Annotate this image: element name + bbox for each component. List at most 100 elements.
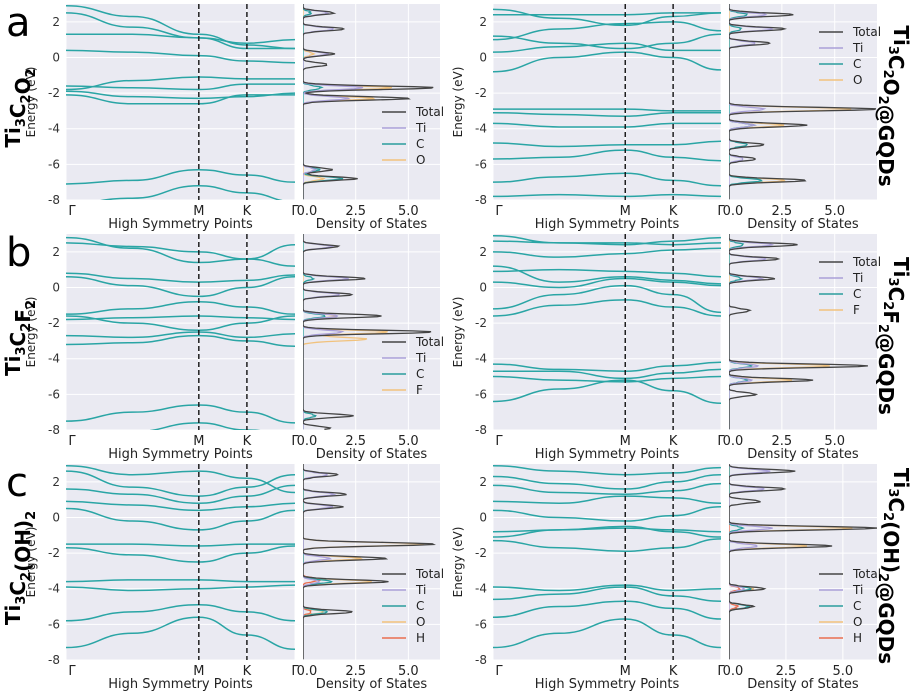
y-tick-label: 2 bbox=[52, 475, 60, 489]
band-x-axis-label: High Symmetry Points bbox=[535, 447, 680, 462]
y-axis-label: Energy (eV) bbox=[24, 297, 38, 368]
legend: Total Ti COH bbox=[819, 567, 881, 645]
legend-label: O bbox=[853, 73, 862, 87]
y-tick-label: -2 bbox=[48, 316, 60, 330]
legend-label: F bbox=[416, 383, 423, 397]
dos-tick-label: 5.0 bbox=[398, 204, 419, 219]
y-tick-label: -8 bbox=[475, 193, 487, 207]
dos-plot-area bbox=[303, 234, 440, 430]
legend-label: F bbox=[853, 303, 860, 317]
dos-tick-label: 0.0 bbox=[723, 434, 744, 449]
k-point-label: M bbox=[620, 434, 631, 449]
y-tick-label: 2 bbox=[479, 245, 487, 259]
legend-label: C bbox=[853, 287, 861, 301]
legend-label: C bbox=[416, 137, 424, 151]
y-tick-label: -8 bbox=[48, 193, 60, 207]
chart-c-right: 2 0 -2 -4 -6 -8 Γ M K Γ High Symmetry Points Energy… bbox=[451, 464, 881, 692]
dos-x-axis-label: Density of States bbox=[316, 447, 428, 462]
band-line bbox=[66, 5, 295, 50]
band-line bbox=[66, 484, 295, 504]
y-tick-label: -6 bbox=[475, 157, 487, 171]
y-tick-label: -2 bbox=[475, 316, 487, 330]
panel-letter-a: a bbox=[6, 0, 31, 46]
dos-curve-ti bbox=[303, 4, 364, 200]
dos-tick-label: 5.0 bbox=[398, 664, 419, 679]
chart-c-left: 2 0 -2 -4 -6 -8 Γ M K Γ High Symmetry Points Energy… bbox=[24, 464, 444, 692]
material-label-left: Ti3C2O2 bbox=[1, 68, 39, 147]
chart-a-left: 2 0 -2 -4 -6 -8 Γ M K Γ High Symmetry Points Energy… bbox=[24, 4, 444, 232]
y-tick-label: -8 bbox=[475, 653, 487, 667]
legend-label: Ti bbox=[852, 41, 863, 55]
k-point-label: K bbox=[669, 664, 678, 679]
y-tick-label: -6 bbox=[48, 617, 60, 631]
k-point-label: Γ bbox=[68, 664, 76, 679]
k-point-label: M bbox=[620, 664, 631, 679]
dos-tick-label: 2.5 bbox=[772, 434, 793, 449]
dos-curve-total bbox=[303, 464, 437, 660]
y-tick-label: -6 bbox=[475, 387, 487, 401]
band-x-axis-label: High Symmetry Points bbox=[108, 217, 253, 232]
panel-letter-b: b bbox=[6, 230, 31, 276]
band-plot-area bbox=[493, 4, 721, 200]
k-point-label: K bbox=[669, 204, 678, 219]
k-point-label: Γ bbox=[291, 434, 299, 449]
band-plot-area bbox=[66, 464, 295, 660]
legend-label: H bbox=[416, 631, 425, 645]
legend-label: Total bbox=[852, 25, 881, 39]
band-line bbox=[66, 470, 295, 497]
y-tick-label: 0 bbox=[52, 510, 60, 524]
band-plot-area bbox=[66, 234, 295, 430]
legend-label: Total bbox=[415, 335, 444, 349]
dos-x-axis-label: Density of States bbox=[316, 677, 428, 692]
band-x-axis-label: High Symmetry Points bbox=[535, 217, 680, 232]
y-tick-label: -2 bbox=[48, 546, 60, 560]
band-line bbox=[493, 482, 721, 496]
chart-b-right: 2 0 -2 -4 -6 -8 Γ M K Γ High Symmetry Points Energy… bbox=[451, 234, 881, 462]
band-line bbox=[66, 83, 295, 91]
material-label-right: Ti3C2O2@GQDs bbox=[874, 25, 913, 186]
y-tick-label: -6 bbox=[48, 157, 60, 171]
dos-tick-label: 2.5 bbox=[345, 204, 366, 219]
legend: Total Ti CO bbox=[382, 105, 444, 167]
dos-tick-label: 5.0 bbox=[398, 434, 419, 449]
dos-tick-label: 2.5 bbox=[345, 664, 366, 679]
band-line bbox=[66, 334, 295, 348]
dos-curve-total bbox=[729, 4, 877, 200]
dos-plot-area bbox=[729, 464, 877, 660]
k-point-label: Γ bbox=[291, 664, 299, 679]
chart-b-left: 2 0 -2 -4 -6 -8 Γ M K Γ High Symmetry Points Energy… bbox=[24, 234, 444, 462]
y-tick-label: -4 bbox=[475, 122, 487, 136]
legend-label: Total bbox=[852, 255, 881, 269]
y-tick-label: 0 bbox=[479, 510, 487, 524]
dos-tick-label: 2.5 bbox=[776, 664, 797, 679]
dos-x-axis-label: Density of States bbox=[747, 447, 859, 462]
legend-label: Ti bbox=[415, 583, 426, 597]
band-plot-area bbox=[493, 234, 721, 430]
legend: Total Ti COH bbox=[382, 567, 444, 645]
y-tick-label: 2 bbox=[52, 15, 60, 29]
dos-tick-label: 0.0 bbox=[723, 664, 744, 679]
legend-label: C bbox=[416, 599, 424, 613]
y-tick-label: 0 bbox=[479, 50, 487, 64]
legend: Total Ti CO bbox=[819, 25, 881, 87]
dos-tick-label: 0.0 bbox=[723, 204, 744, 219]
y-tick-label: -6 bbox=[48, 387, 60, 401]
legend-label: C bbox=[853, 599, 861, 613]
y-tick-label: -4 bbox=[48, 122, 60, 136]
y-tick-label: -2 bbox=[475, 546, 487, 560]
legend-label: H bbox=[853, 631, 862, 645]
panel-letter-c: c bbox=[6, 460, 28, 506]
k-point-label: K bbox=[243, 204, 252, 219]
legend-label: O bbox=[853, 615, 862, 629]
y-tick-label: -8 bbox=[475, 423, 487, 437]
dos-x-axis-label: Density of States bbox=[316, 217, 428, 232]
dos-curve-ti bbox=[303, 234, 349, 430]
dos-curves bbox=[303, 464, 437, 660]
dos-curves bbox=[729, 4, 877, 200]
band-x-axis-label: High Symmetry Points bbox=[108, 677, 253, 692]
band-line bbox=[493, 268, 721, 278]
k-point-label: Γ bbox=[495, 664, 503, 679]
legend-label: O bbox=[416, 153, 425, 167]
k-point-label: Γ bbox=[717, 204, 725, 219]
